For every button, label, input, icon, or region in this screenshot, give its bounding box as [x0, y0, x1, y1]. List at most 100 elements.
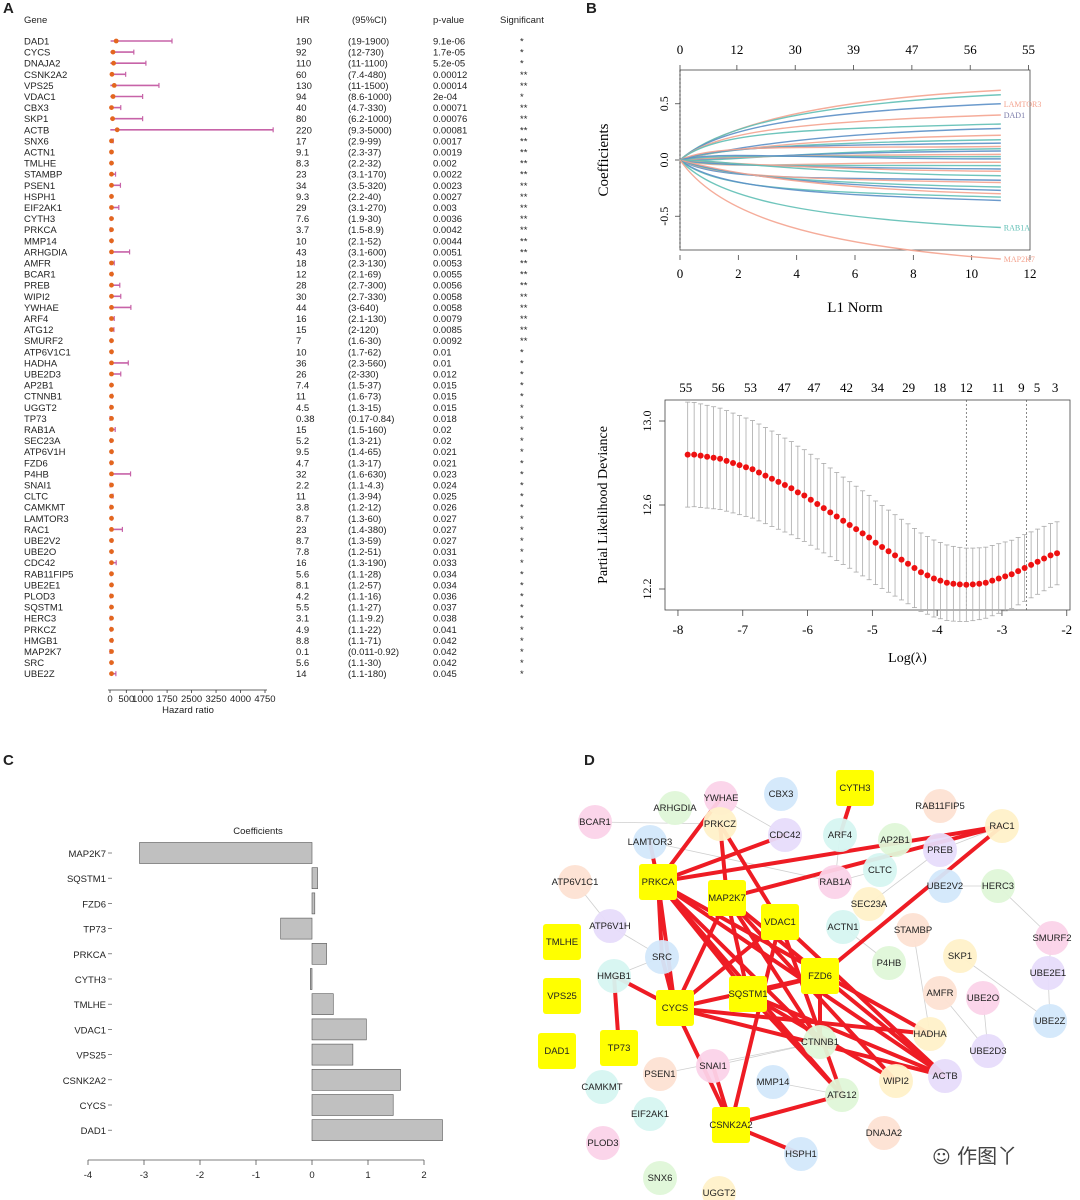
pvalue-value: 9.1e-06: [433, 37, 465, 48]
gene-label: VPS25: [24, 81, 54, 92]
network-node-label: STAMBP: [894, 925, 932, 936]
significance-stars: **: [520, 236, 528, 247]
deviance-point: [937, 577, 944, 584]
network-node: [643, 1057, 677, 1091]
ci-value: (1.1-180): [348, 669, 387, 680]
network-node: [593, 909, 627, 943]
hr-value: 18: [296, 259, 307, 270]
coefficient-path: [679, 154, 1001, 161]
deviance-point: [1021, 565, 1028, 571]
significance-stars: *: [520, 481, 524, 492]
deviance-point: [853, 526, 860, 533]
hub-node-label: SQSTM1: [728, 989, 767, 1000]
network-node-label: SKP1: [948, 951, 972, 962]
hr-value: 5.5: [296, 603, 309, 614]
significance-stars: *: [520, 536, 524, 547]
x-tick-label: -8: [673, 622, 684, 637]
significance-stars: *: [520, 469, 524, 480]
gene-label: SRC: [24, 658, 44, 669]
coefficient-path: [679, 145, 1001, 161]
deviance-point: [749, 466, 756, 473]
deviance-point: [807, 496, 814, 503]
coefficient-bar: [311, 1068, 401, 1091]
network-node: [578, 805, 612, 839]
network-node-label: DNAJA2: [866, 1128, 902, 1139]
hr-value: 7.6: [296, 214, 309, 225]
category-label: VPS25: [76, 1051, 106, 1062]
hr-point: [109, 538, 114, 543]
hr-value: 30: [296, 292, 307, 303]
highlight-edge: [673, 1006, 932, 1036]
hr-point: [110, 94, 116, 99]
hr-value: 34: [296, 181, 307, 192]
hr-value: 3.8: [296, 503, 309, 514]
network-node: [985, 809, 1019, 843]
significance-stars: **: [520, 103, 528, 114]
network-node-label: RAB1A: [819, 877, 851, 888]
top-tick-label: 47: [905, 42, 919, 57]
ci-value: (1.5-160): [348, 425, 387, 436]
ci-value: (1.2-51): [348, 547, 381, 558]
hr-point: [109, 593, 114, 599]
pvalue-value: 0.0036: [433, 214, 462, 225]
gene-label: ACTN1: [24, 148, 55, 159]
hr-value: 16: [296, 314, 307, 325]
hr-value: 9.5: [296, 447, 309, 458]
significance-stars: **: [520, 336, 528, 347]
significance-stars: **: [520, 325, 528, 336]
category-label: CSNK2A2: [63, 1076, 106, 1087]
network-node-label: LAMTOR3: [628, 837, 673, 848]
deviance-point: [717, 455, 724, 462]
coefficient-path: [679, 159, 1001, 202]
gene-label: HERC3: [24, 614, 56, 625]
ci-value: (2.1-130): [348, 314, 387, 325]
hr-value: 44: [296, 303, 307, 314]
chart-title: Coefficients: [233, 826, 283, 837]
pvalue-value: 0.002: [433, 159, 457, 170]
hr-value: 190: [296, 37, 312, 48]
ci-value: (1.5-37): [348, 381, 381, 392]
hr-point: [109, 660, 114, 665]
hub-node: [761, 904, 799, 940]
network-node: [966, 981, 1000, 1015]
coefficient-bar: [311, 1043, 354, 1066]
network-node: [913, 1017, 947, 1051]
gene-label: PLOD3: [24, 592, 55, 603]
network-node-label: ACTN1: [827, 922, 858, 933]
top-tick-label: 30: [789, 42, 802, 57]
ci-value: (1.4-380): [348, 525, 387, 536]
deviance-point: [866, 534, 873, 541]
highlight-edge: [818, 824, 1004, 978]
ci-value: (1.9-30): [348, 214, 381, 225]
hr-value: 4.9: [296, 625, 309, 636]
hr-value: 16: [296, 558, 307, 569]
ci-value: (1.1-28): [348, 569, 381, 580]
x-tick-label: 2: [735, 266, 742, 281]
pvalue-value: 1.7e-05: [433, 48, 465, 59]
pvalue-value: 0.036: [433, 592, 457, 603]
pvalue-value: 0.015: [433, 381, 457, 392]
hr-point: [109, 316, 114, 321]
hr-value: 5.6: [296, 658, 309, 669]
ci-value: (2.3-560): [348, 358, 387, 369]
hr-value: 8.7: [296, 514, 309, 525]
significance-stars: **: [520, 303, 528, 314]
pvalue-value: 0.026: [433, 503, 457, 514]
hr-point: [109, 149, 114, 155]
ci-value: (1.1-9.2): [348, 614, 384, 625]
y-axis-title: Partial Likelihood Deviance: [596, 426, 611, 584]
top-tick-label: 12: [730, 42, 743, 57]
hr-point: [109, 205, 114, 210]
pvalue-value: 0.0079: [433, 314, 462, 325]
wechat-icon: ☺: [932, 1147, 951, 1168]
gene-label: STAMBP: [24, 170, 62, 181]
ci-value: (1.1-4.3): [348, 481, 384, 492]
gene-label: TP73: [24, 414, 47, 425]
hr-point: [109, 404, 114, 410]
pvalue-value: 0.0023: [433, 181, 462, 192]
hub-node: [836, 770, 874, 806]
coefficient-bar: [311, 867, 318, 889]
coefficient-path: [679, 159, 1001, 260]
ci-value: (1.1-22): [348, 625, 381, 636]
significance-stars: *: [520, 403, 524, 414]
